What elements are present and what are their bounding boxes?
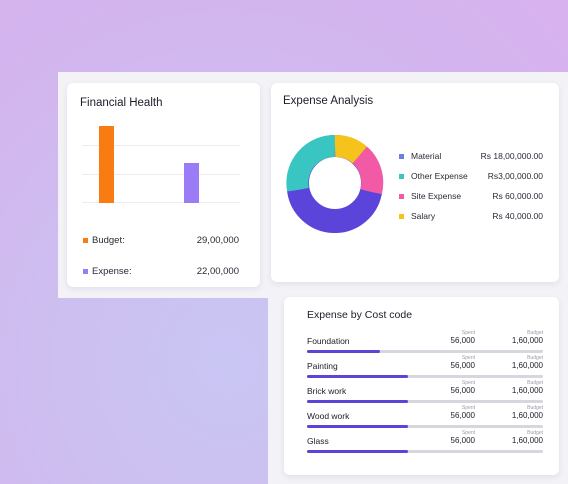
spent-column: Spent 56,000 <box>451 330 475 345</box>
cost-row-foundation: Foundation Spent 56,000 Budget 1,60,000 <box>307 330 543 355</box>
budget-legend-swatch <box>83 238 88 243</box>
progress-track <box>307 375 543 378</box>
expense-analysis-title: Expense Analysis <box>283 95 374 107</box>
progress-track <box>307 450 543 453</box>
expense-legend: Expense: <box>83 266 132 277</box>
cost-row-painting: Painting Spent 56,000 Budget 1,60,000 <box>307 355 543 380</box>
cost-code-title: Expense by Cost code <box>307 309 413 321</box>
cost-row-name: Wood work <box>307 411 350 421</box>
budget-column: Budget 1,60,000 <box>512 405 543 420</box>
gridline <box>82 202 240 203</box>
budget-value: 29,00,000 <box>196 235 239 246</box>
spent-label: Spent <box>461 330 475 336</box>
expense-legend-label: Expense: <box>92 266 132 277</box>
cost-row-glass: Glass Spent 56,000 Budget 1,60,000 <box>307 430 543 455</box>
budget-value: 1,60,000 <box>511 436 543 445</box>
legend-other-expense-value: Rs3,00,000.00 <box>487 171 543 181</box>
expense-legend-swatch <box>83 269 88 274</box>
legend-swatch <box>399 153 404 159</box>
budget-legend: Budget: <box>83 235 125 246</box>
spent-value: 56,000 <box>450 386 475 395</box>
budget-column: Budget 1,60,000 <box>512 430 543 445</box>
budget-value: 1,60,000 <box>511 336 543 345</box>
spent-column: Spent 56,000 <box>451 355 475 370</box>
legend-material-value: Rs 18,00,000.00 <box>480 151 543 161</box>
gridline <box>82 145 240 146</box>
budget-label: Budget <box>527 430 543 436</box>
budget-label: Budget <box>527 405 543 411</box>
progress-track <box>307 350 543 353</box>
donut-segment-yellow <box>334 135 368 164</box>
spent-label: Spent <box>461 405 475 411</box>
donut-segment-purple <box>287 187 382 233</box>
legend-salary: Salary <box>399 211 435 221</box>
budget-value: 1,60,000 <box>511 411 543 420</box>
cost-row-name: Foundation <box>307 336 350 346</box>
donut-segment-teal <box>286 135 336 193</box>
legend-other-expense: Other Expense <box>399 171 468 181</box>
spent-value: 56,000 <box>450 336 475 345</box>
expense-donut-chart <box>286 135 384 233</box>
budget-legend-label: Budget: <box>92 235 125 246</box>
legend-material-label: Material <box>411 151 442 161</box>
legend-site-expense-value: Rs 60,000.00 <box>492 191 543 201</box>
budget-value: 1,60,000 <box>511 386 543 395</box>
legend-swatch <box>399 213 404 219</box>
budget-label: Budget <box>527 380 543 386</box>
budget-bar <box>99 126 114 203</box>
donut-segment-pink <box>352 146 384 195</box>
spent-value: 56,000 <box>450 361 475 370</box>
cost-row-name: Painting <box>307 361 338 371</box>
legend-site-expense: Site Expense <box>399 191 461 201</box>
progress-fill <box>307 350 381 353</box>
cost-row-wood-work: Wood work Spent 56,000 Budget 1,60,000 <box>307 405 543 430</box>
progress-fill <box>307 375 409 378</box>
spent-column: Spent 56,000 <box>451 405 475 420</box>
spent-column: Spent 56,000 <box>451 430 475 445</box>
spent-label: Spent <box>461 430 475 436</box>
budget-column: Budget 1,60,000 <box>512 380 543 395</box>
budget-column: Budget 1,60,000 <box>512 330 543 345</box>
legend-site-expense-label: Site Expense <box>411 191 462 201</box>
financial-health-title: Financial Health <box>80 97 163 109</box>
gridline <box>82 174 240 175</box>
progress-fill <box>307 400 409 403</box>
progress-track <box>307 400 543 403</box>
spent-value: 56,000 <box>450 436 475 445</box>
expense-value: 22,00,000 <box>196 266 239 277</box>
budget-label: Budget <box>527 330 543 336</box>
budget-column: Budget 1,60,000 <box>512 355 543 370</box>
spent-label: Spent <box>461 380 475 386</box>
cost-row-name: Glass <box>307 436 329 446</box>
legend-other-expense-label: Other Expense <box>411 171 468 181</box>
cost-row-name: Brick work <box>307 386 347 396</box>
financial-health-card: Financial Health Budget: 29,00,000 Expen… <box>67 83 260 287</box>
progress-track <box>307 425 543 428</box>
legend-salary-value: Rs 40,000.00 <box>492 211 543 221</box>
legend-swatch <box>399 193 404 199</box>
budget-label: Budget <box>527 355 543 361</box>
budget-value: 1,60,000 <box>511 361 543 370</box>
progress-fill <box>307 450 409 453</box>
spent-column: Spent 56,000 <box>451 380 475 395</box>
progress-fill <box>307 425 409 428</box>
spent-value: 56,000 <box>450 411 475 420</box>
legend-salary-label: Salary <box>411 211 436 221</box>
expense-analysis-card: Expense Analysis Material Rs 18,00,000.0… <box>271 83 559 282</box>
legend-swatch <box>399 173 404 179</box>
legend-material: Material <box>399 151 441 161</box>
spent-label: Spent <box>461 355 475 361</box>
expense-bar <box>184 163 199 203</box>
cost-code-card: Expense by Cost code Foundation Spent 56… <box>284 297 559 475</box>
cost-row-brick-work: Brick work Spent 56,000 Budget 1,60,000 <box>307 380 543 405</box>
